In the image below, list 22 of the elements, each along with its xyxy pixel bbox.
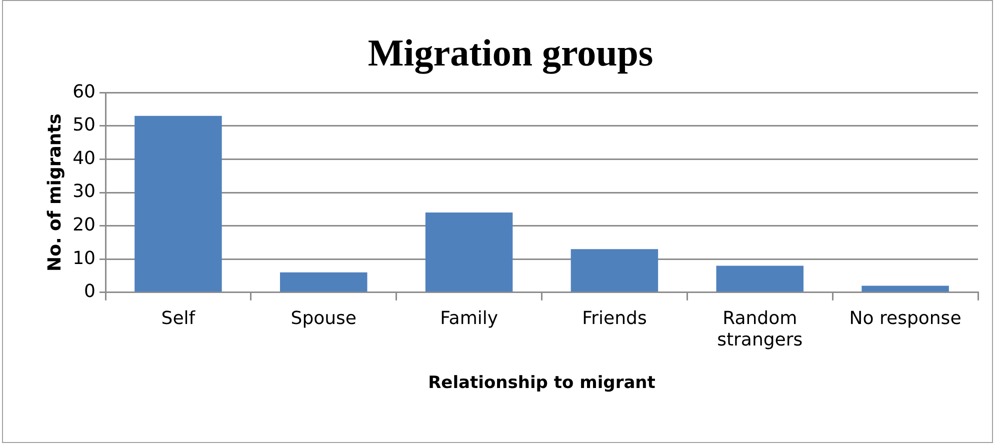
x-tick-label: Family: [440, 308, 498, 329]
bar: [570, 249, 658, 292]
y-tick-label: 50: [72, 114, 96, 136]
y-tick-label: 20: [72, 214, 96, 236]
x-tick-label: Spouse: [290, 308, 356, 329]
x-tick-label: No response: [849, 308, 962, 329]
y-axis-title: No. of migrants: [44, 114, 66, 272]
y-tick-label: 40: [72, 148, 96, 169]
bar: [716, 266, 804, 292]
bar: [280, 272, 368, 292]
bar: [862, 286, 949, 292]
x-tick-label: Random strangers: [717, 308, 803, 350]
y-tick-label: 30: [72, 181, 96, 202]
bar: [134, 116, 222, 292]
x-tick-label: Friends: [582, 308, 647, 329]
chart-title: Migration groups: [368, 32, 654, 75]
x-tick-label: Self: [161, 308, 196, 329]
y-tick-label: 0: [84, 281, 96, 302]
y-tick-label: 60: [72, 81, 96, 102]
x-axis-title: Relationship to migrant: [428, 373, 656, 394]
y-tick-label: 10: [72, 248, 96, 269]
bar: [425, 212, 513, 292]
